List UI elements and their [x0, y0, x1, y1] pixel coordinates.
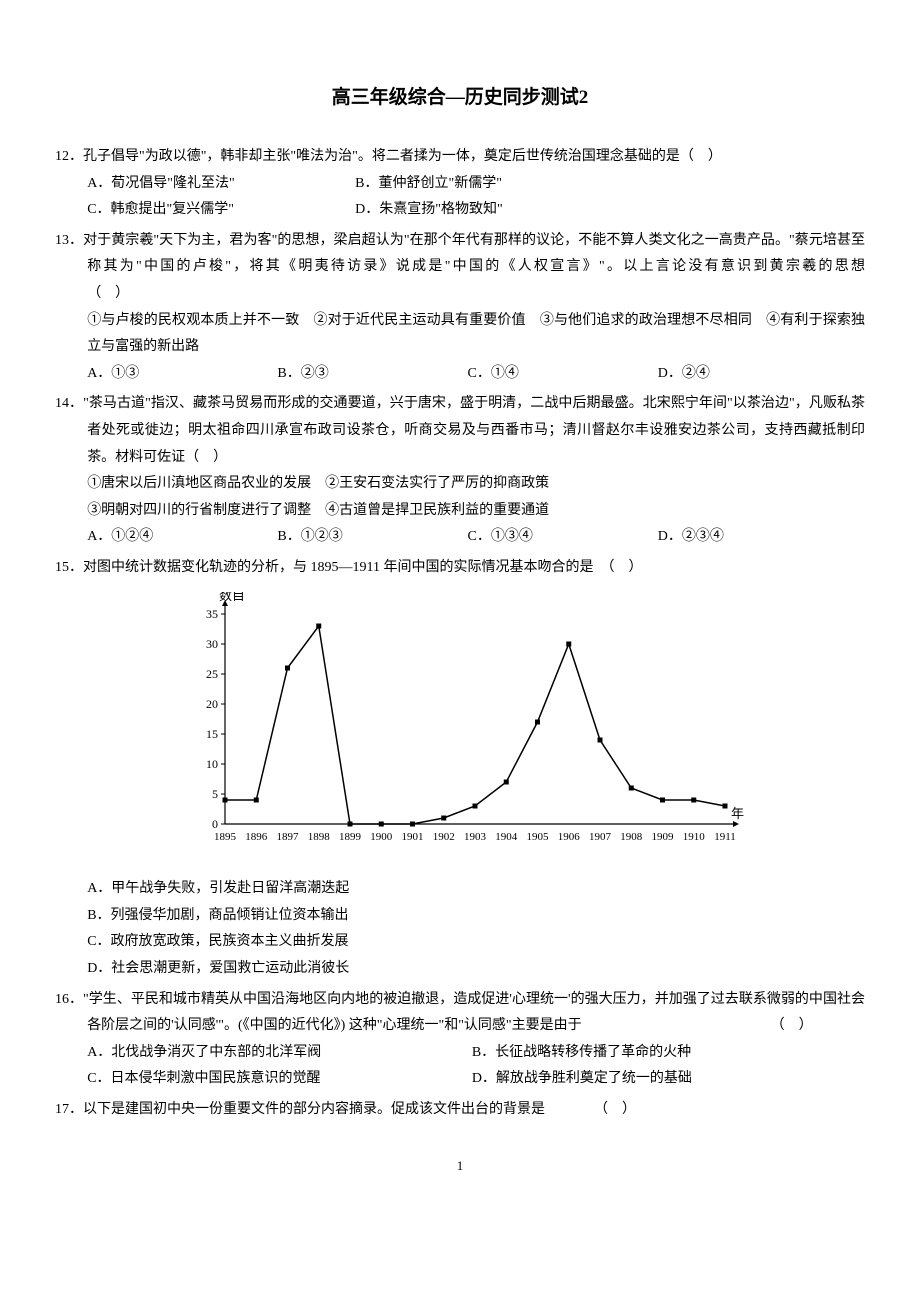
svg-text:1908: 1908 [620, 831, 643, 843]
q16-opt-c: C．日本侵华刺激中国民族意识的觉醒 [87, 1066, 468, 1093]
page-title: 高三年级综合—历史同步测试2 [55, 80, 865, 116]
svg-text:1900: 1900 [370, 831, 393, 843]
svg-text:1903: 1903 [464, 831, 487, 843]
q15-opt-a: A．甲午战争失败，引发赴日留洋高潮迭起 [55, 876, 865, 903]
q16-opt-b: B．长征战略转移传播了革命的火种 [472, 1040, 853, 1067]
svg-text:30: 30 [206, 637, 218, 651]
q13-num: 13． [55, 233, 83, 248]
svg-text:0: 0 [212, 817, 218, 831]
q13-opt-d: D．②④ [658, 361, 845, 388]
q13-sub1: ①与卢梭的民权观本质上并不一致 ②对于近代民主运动具有重要价值 ③与他们追求的政… [55, 308, 865, 361]
q17-text: 以下是建国初中央一份重要文件的部分内容摘录。促成该文件出台的背景是 （ ） [83, 1102, 636, 1117]
q16-text: "学生、平民和城市精英从中国沿海地区向内地的被迫撤退，造成促进'心理统一'的强大… [83, 992, 865, 1034]
q13-opt-a: A．①③ [87, 361, 274, 388]
q13-opts: A．①③ B．②③ C．①④ D．②④ [55, 361, 865, 388]
svg-text:1909: 1909 [652, 831, 675, 843]
q14-sub1: ①唐宋以后川滇地区商品农业的发展 ②王安石变法实行了严厉的抑商政策 [55, 471, 865, 498]
q12-stem: 12．孔子倡导"为政以德"，韩非却主张"唯法为治"。将二者揉为一体，奠定后世传统… [55, 144, 865, 171]
q15-opt-c: C．政府放宽政策，民族资本主义曲折发展 [55, 929, 865, 956]
q15-num: 15． [55, 560, 83, 575]
svg-text:1906: 1906 [558, 831, 581, 843]
q16-opt-d: D．解放战争胜利奠定了统一的基础 [472, 1066, 853, 1093]
q15-opt-b: B．列强侵华加剧，商品倾销让位资本输出 [55, 903, 865, 930]
q14-opts: A．①②④ B．①②③ C．①③④ D．②③④ [55, 524, 865, 551]
svg-text:15: 15 [206, 727, 218, 741]
svg-text:1899: 1899 [339, 831, 362, 843]
question-12: 12．孔子倡导"为政以德"，韩非却主张"唯法为治"。将二者揉为一体，奠定后世传统… [55, 144, 865, 224]
svg-text:20: 20 [206, 697, 218, 711]
q12-opts-row2: C．韩愈提出"复兴儒学" D．朱熹宣扬"格物致知" [55, 197, 865, 224]
q12-opt-a: A．荀况倡导"隆礼至法" [87, 171, 351, 198]
svg-text:35: 35 [206, 607, 218, 621]
svg-text:1904: 1904 [495, 831, 518, 843]
q15-stem: 15．对图中统计数据变化轨迹的分析，与 1895—1911 年间中国的实际情况基… [55, 555, 865, 582]
svg-text:数目: 数目 [219, 592, 245, 603]
question-15: 15．对图中统计数据变化轨迹的分析，与 1895—1911 年间中国的实际情况基… [55, 555, 865, 983]
svg-text:1910: 1910 [683, 831, 706, 843]
svg-text:1911: 1911 [714, 831, 736, 843]
question-13: 13．对于黄宗羲"天下为主，君为客"的思想，梁启超认为"在那个年代有那样的议论，… [55, 228, 865, 388]
q17-stem: 17．以下是建国初中央一份重要文件的部分内容摘录。促成该文件出台的背景是 （ ） [55, 1097, 865, 1124]
q16-num: 16． [55, 992, 83, 1007]
q14-sub2: ③明朝对四川的行省制度进行了调整 ④古道曾是捍卫民族利益的重要通道 [55, 498, 865, 525]
svg-text:1897: 1897 [277, 831, 300, 843]
q15-opt-d: D．社会思潮更新，爱国救亡运动此消彼长 [55, 956, 865, 983]
q14-stem: 14．"茶马古道"指汉、藏茶马贸易而形成的交通要道，兴于唐宋，盛于明清，二战中后… [55, 391, 865, 471]
q14-opt-b: B．①②③ [277, 524, 464, 551]
svg-text:1907: 1907 [589, 831, 612, 843]
q14-opt-c: C．①③④ [468, 524, 655, 551]
q12-text: 孔子倡导"为政以德"，韩非却主张"唯法为治"。将二者揉为一体，奠定后世传统治国理… [83, 149, 722, 164]
svg-text:年: 年 [731, 806, 744, 821]
q12-opt-d: D．朱熹宣扬"格物致知" [355, 197, 853, 224]
q13-stem: 13．对于黄宗羲"天下为主，君为客"的思想，梁启超认为"在那个年代有那样的议论，… [55, 228, 865, 308]
q16-opts-row2: C．日本侵华刺激中国民族意识的觉醒 D．解放战争胜利奠定了统一的基础 [55, 1066, 865, 1093]
question-14: 14．"茶马古道"指汉、藏茶马贸易而形成的交通要道，兴于唐宋，盛于明清，二战中后… [55, 391, 865, 551]
q12-opt-c: C．韩愈提出"复兴儒学" [87, 197, 351, 224]
q13-text: 对于黄宗羲"天下为主，君为客"的思想，梁启超认为"在那个年代有那样的议论，不能不… [83, 233, 920, 301]
svg-text:1895: 1895 [214, 831, 237, 843]
svg-text:1905: 1905 [527, 831, 550, 843]
q15-text: 对图中统计数据变化轨迹的分析，与 1895—1911 年间中国的实际情况基本吻合… [83, 560, 642, 575]
q12-opts-row1: A．荀况倡导"隆礼至法" B．董仲舒创立"新儒学" [55, 171, 865, 198]
svg-text:1902: 1902 [433, 831, 455, 843]
q14-text: "茶马古道"指汉、藏茶马贸易而形成的交通要道，兴于唐宋，盛于明清，二战中后期最盛… [83, 396, 865, 464]
q13-opt-b: B．②③ [277, 361, 464, 388]
svg-text:5: 5 [212, 787, 218, 801]
q13-opt-c: C．①④ [468, 361, 655, 388]
q14-num: 14． [55, 396, 83, 411]
q12-num: 12． [55, 149, 83, 164]
q14-opt-d: D．②③④ [658, 524, 845, 551]
svg-text:25: 25 [206, 667, 218, 681]
svg-text:1896: 1896 [245, 831, 268, 843]
svg-text:1901: 1901 [402, 831, 424, 843]
question-16: 16．"学生、平民和城市精英从中国沿海地区向内地的被迫撤退，造成促进'心理统一'… [55, 987, 865, 1093]
chart-wrapper: 0 5 10 15 20 25 30 35 1895 1896 1897 1898 1899 1900 19… [55, 592, 865, 863]
q14-opt-a: A．①②④ [87, 524, 274, 551]
svg-text:1898: 1898 [308, 831, 331, 843]
q16-opts-row1: A．北伐战争消灭了中东部的北洋军阀 B．长征战略转移传播了革命的火种 [55, 1040, 865, 1067]
q17-num: 17． [55, 1102, 83, 1117]
line-chart: 0 5 10 15 20 25 30 35 1895 1896 1897 1898 1899 1900 19… [185, 592, 745, 852]
q12-opt-b: B．董仲舒创立"新儒学" [355, 171, 853, 198]
q16-stem: 16．"学生、平民和城市精英从中国沿海地区向内地的被迫撤退，造成促进'心理统一'… [55, 987, 865, 1040]
question-17: 17．以下是建国初中央一份重要文件的部分内容摘录。促成该文件出台的背景是 （ ） [55, 1097, 865, 1124]
page-number: 1 [55, 1154, 865, 1179]
q16-opt-a: A．北伐战争消灭了中东部的北洋军阀 [87, 1040, 468, 1067]
svg-text:10: 10 [206, 757, 218, 771]
